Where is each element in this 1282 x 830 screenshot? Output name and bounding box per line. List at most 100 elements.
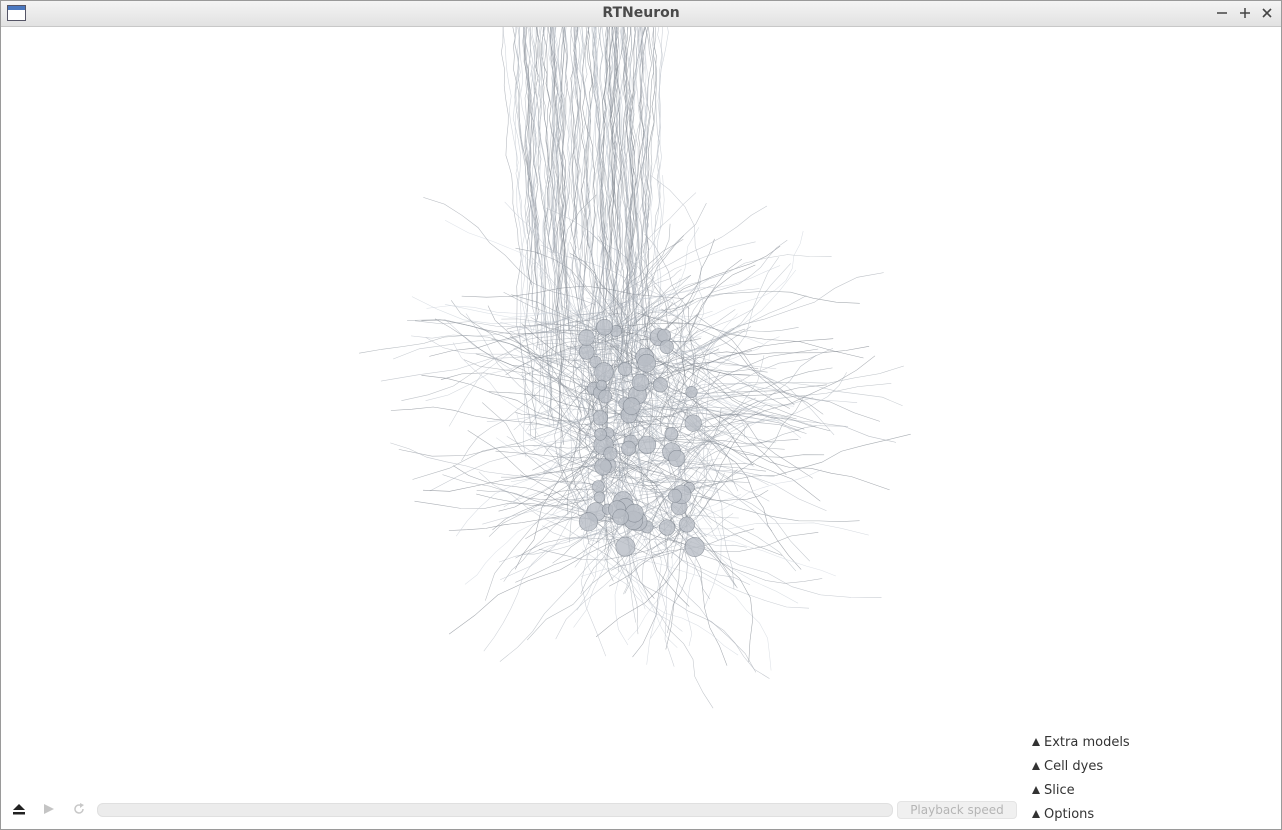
neurite: [590, 277, 655, 320]
neurite: [522, 313, 603, 341]
neurite: [581, 27, 592, 329]
neurite: [644, 343, 813, 479]
neurite: [582, 526, 595, 577]
neurite: [552, 27, 561, 248]
neurite: [588, 374, 739, 418]
soma: [603, 446, 618, 461]
neurite: [607, 428, 624, 482]
neurite: [522, 27, 546, 403]
neurite: [504, 201, 617, 350]
expand-arrow: [1032, 762, 1040, 770]
neurite: [680, 463, 754, 471]
neurite: [683, 256, 780, 353]
panel-toggle[interactable]: Options: [1031, 806, 1094, 824]
soma: [578, 512, 598, 532]
neurite: [671, 352, 831, 432]
neurite: [637, 482, 747, 548]
neurite: [595, 483, 688, 638]
neurite: [549, 27, 570, 332]
neurite: [644, 27, 650, 233]
playback-speed[interactable]: Playback speed: [897, 801, 1017, 819]
panel-label: Cell dyes: [1044, 759, 1104, 774]
neurite: [623, 554, 772, 671]
neurite: [684, 383, 858, 403]
panel-toggle[interactable]: Slice: [1031, 782, 1075, 800]
neurite: [621, 404, 766, 519]
neurite: [422, 464, 607, 492]
app-icon: [7, 5, 26, 21]
neurite: [610, 27, 627, 458]
panel-toggle[interactable]: Extra models: [1031, 734, 1130, 752]
neurite: [621, 205, 768, 310]
neurite: [570, 242, 645, 347]
panel-toggle[interactable]: Cell dyes: [1031, 758, 1103, 776]
neurite: [668, 281, 701, 317]
neurite: [697, 316, 824, 415]
neurite: [476, 490, 592, 501]
minimize-button[interactable]: [1215, 6, 1229, 20]
neurite: [559, 394, 583, 479]
neurite: [621, 239, 684, 321]
soma: [664, 427, 679, 441]
neurite: [662, 438, 825, 458]
neurite: [605, 331, 750, 376]
neurite: [543, 446, 584, 525]
neurite: [698, 410, 742, 441]
neurite: [642, 290, 860, 334]
open-button[interactable]: [11, 802, 27, 816]
neurite: [512, 27, 537, 419]
playback-slider[interactable]: [97, 803, 893, 817]
neurite: [638, 382, 821, 502]
neurite: [429, 312, 619, 357]
neurite: [572, 27, 591, 462]
neurite: [593, 27, 605, 317]
maximize-button[interactable]: [1238, 6, 1252, 20]
neurite: [672, 552, 810, 609]
neurite: [520, 474, 604, 490]
neurite: [591, 232, 672, 314]
neurite: [499, 522, 642, 662]
neurite: [680, 506, 753, 662]
neurite: [503, 455, 647, 508]
neurite: [622, 298, 666, 338]
neurite: [523, 27, 539, 320]
neurite: [434, 318, 617, 403]
neurite: [639, 255, 655, 305]
neurite: [623, 515, 739, 542]
neurite: [552, 27, 558, 253]
neurite: [523, 27, 542, 402]
neurite: [638, 27, 647, 236]
neuron-view[interactable]: [1, 27, 1281, 797]
neurite: [629, 27, 640, 351]
neurite: [634, 406, 655, 514]
neurite: [597, 442, 720, 454]
neurite: [548, 250, 643, 311]
neurite: [514, 27, 533, 305]
neurite: [627, 395, 802, 439]
neurite: [682, 264, 756, 382]
play-button[interactable]: [42, 802, 56, 816]
neurite: [488, 391, 676, 418]
neurite: [661, 308, 795, 406]
neurite: [684, 494, 799, 604]
neurite: [650, 175, 702, 339]
neurite: [687, 413, 805, 437]
neurite: [461, 285, 684, 299]
neurite: [503, 485, 593, 582]
neurite: [617, 265, 781, 300]
close-button[interactable]: [1260, 6, 1274, 20]
neurite: [390, 406, 589, 451]
neurite: [651, 528, 701, 553]
neurite: [638, 436, 735, 496]
soma: [592, 410, 608, 426]
neurite: [648, 278, 681, 312]
repeat-button[interactable]: [72, 802, 86, 816]
neurite: [538, 530, 685, 561]
neurite: [662, 329, 822, 424]
neurite: [632, 351, 797, 420]
neurite: [614, 504, 679, 646]
neurite: [445, 319, 652, 413]
window-title: RTNeuron: [602, 5, 680, 21]
panel-label: Extra models: [1044, 735, 1130, 750]
